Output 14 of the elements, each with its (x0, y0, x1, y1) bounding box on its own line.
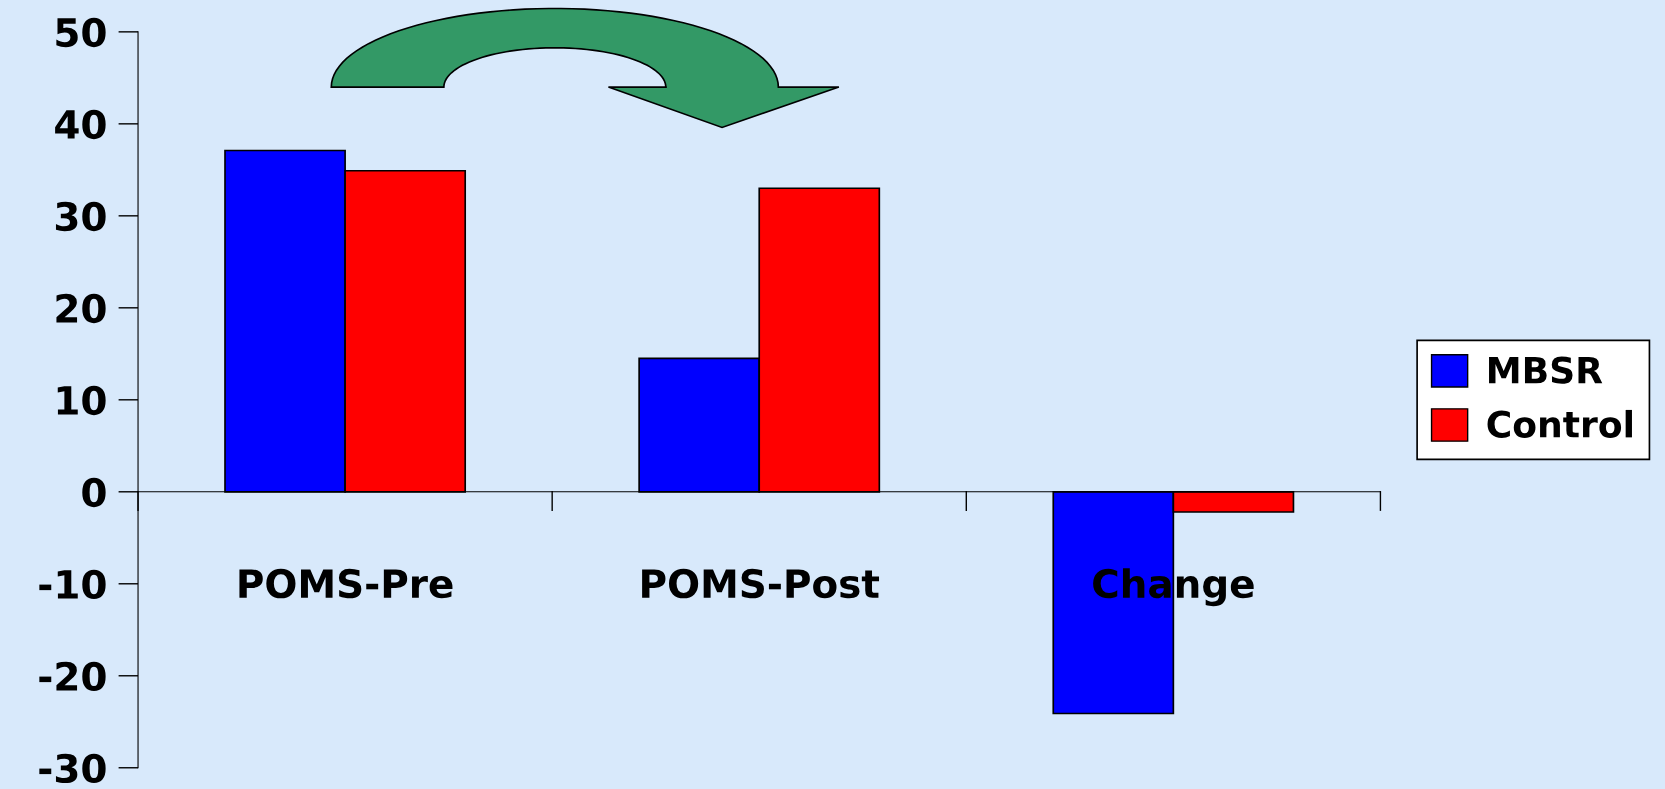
legend-label: Control (1487, 409, 1632, 438)
y-tick-label: -10 (39, 569, 106, 600)
y-tick-label: 20 (56, 293, 106, 324)
y-tick-label: 30 (55, 201, 106, 232)
x-tick-label: POMS-Post (642, 568, 880, 599)
y-tick-label: -20 (39, 661, 106, 692)
y-tick-label: 0 (82, 477, 106, 508)
y-tick-label: 50 (56, 17, 106, 48)
y-tick-label: -30 (39, 753, 106, 784)
legend-label: MBSR (1489, 356, 1603, 384)
x-tick-label: POMS-Pre (239, 568, 453, 599)
y-tick-label: 10 (57, 385, 106, 416)
x-tick-label: Change (1093, 568, 1254, 607)
y-tick-label: 40 (55, 109, 106, 140)
